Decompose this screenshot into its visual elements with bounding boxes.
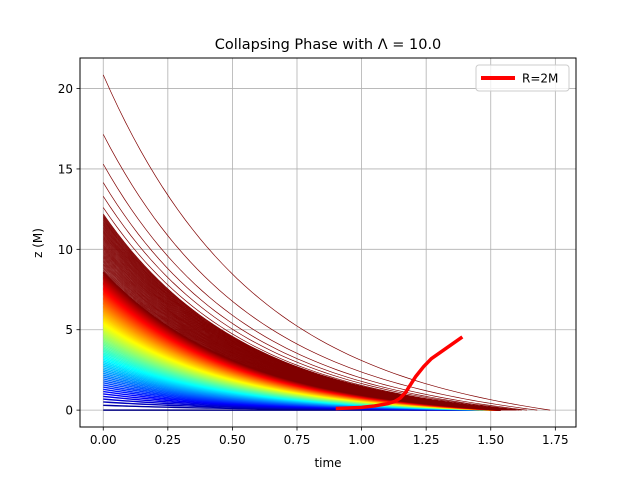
x-tick-label: 0.00 (90, 433, 117, 447)
y-tick-label: 15 (58, 162, 73, 176)
y-tick-label: 20 (58, 82, 73, 96)
x-tick-label: 1.75 (542, 433, 569, 447)
x-axis-label: time (314, 456, 341, 470)
x-tick-label: 1.50 (477, 433, 504, 447)
chart-title: Collapsing Phase with Λ = 10.0 (215, 37, 442, 53)
legend: R=2M (476, 65, 569, 91)
x-tick-label: 0.25 (154, 433, 181, 447)
x-tick-label: 0.50 (219, 433, 246, 447)
legend-label-r2m: R=2M (522, 72, 558, 86)
x-tick-label: 1.25 (413, 433, 440, 447)
x-tick-label: 1.00 (348, 433, 375, 447)
y-axis-label: z (M) (31, 228, 45, 258)
y-tick-label: 5 (65, 323, 73, 337)
y-tick-label: 0 (65, 404, 73, 418)
y-tick-label: 10 (58, 243, 73, 257)
x-tick-label: 0.75 (284, 433, 311, 447)
